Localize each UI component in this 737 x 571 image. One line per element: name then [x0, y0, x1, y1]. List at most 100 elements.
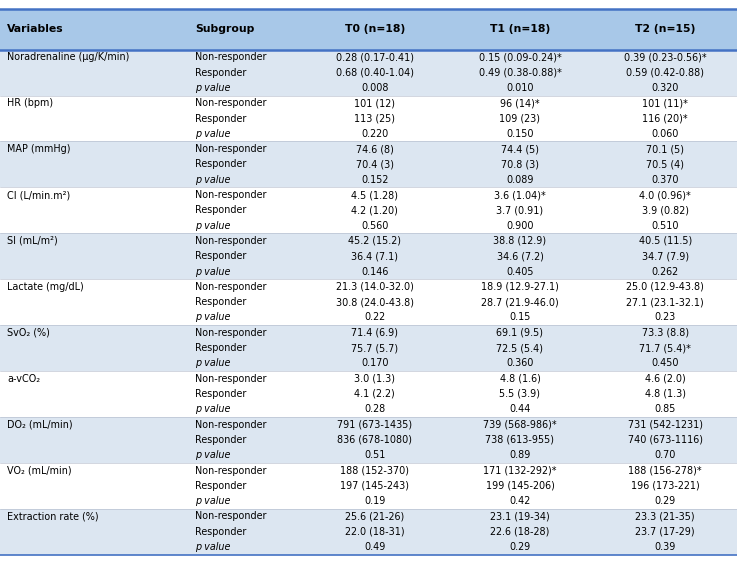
Text: 199 (145-206): 199 (145-206) [486, 481, 554, 491]
Text: 75.7 (5.7): 75.7 (5.7) [352, 343, 398, 353]
Text: 18.9 (12.9-27.1): 18.9 (12.9-27.1) [481, 282, 559, 292]
Text: 0.70: 0.70 [654, 450, 676, 460]
Text: p value: p value [195, 220, 231, 231]
Bar [0, 417, 737, 432]
Text: 4.8 (1.3): 4.8 (1.3) [645, 389, 685, 399]
Bar [0, 432, 737, 448]
Text: 101 (11)*: 101 (11)* [642, 98, 688, 108]
Text: 0.405: 0.405 [506, 267, 534, 276]
Text: 25.6 (21-26): 25.6 (21-26) [345, 512, 405, 521]
Text: 791 (673-1435): 791 (673-1435) [338, 420, 412, 429]
Bar [0, 9, 737, 50]
Bar [0, 234, 737, 248]
Text: 0.010: 0.010 [506, 83, 534, 93]
Bar [0, 448, 737, 463]
Text: 0.360: 0.360 [506, 359, 534, 368]
Bar [0, 111, 737, 126]
Text: Responder: Responder [195, 206, 247, 215]
Text: 0.44: 0.44 [509, 404, 531, 415]
Text: 3.9 (0.82): 3.9 (0.82) [642, 206, 688, 215]
Text: a-vCO₂: a-vCO₂ [7, 373, 41, 384]
Text: Responder: Responder [195, 114, 247, 123]
Bar [0, 478, 737, 493]
Text: Extraction rate (%): Extraction rate (%) [7, 512, 99, 521]
Text: Variables: Variables [7, 24, 64, 34]
Text: Non-responder: Non-responder [195, 420, 267, 429]
Text: VO₂ (mL/min): VO₂ (mL/min) [7, 465, 72, 476]
Text: 0.59 (0.42-0.88): 0.59 (0.42-0.88) [626, 67, 704, 78]
Text: 0.22: 0.22 [364, 312, 385, 323]
Text: 30.8 (24.0-43.8): 30.8 (24.0-43.8) [336, 297, 413, 307]
Text: Responder: Responder [195, 389, 247, 399]
Text: 0.170: 0.170 [361, 359, 388, 368]
Text: 188 (152-370): 188 (152-370) [340, 465, 409, 476]
Text: 22.0 (18-31): 22.0 (18-31) [345, 526, 405, 537]
Text: 3.0 (1.3): 3.0 (1.3) [354, 373, 395, 384]
Text: 0.89: 0.89 [509, 450, 531, 460]
Text: p value: p value [195, 404, 231, 415]
Text: 3.7 (0.91): 3.7 (0.91) [497, 206, 543, 215]
Text: 0.39: 0.39 [654, 542, 676, 552]
Text: 36.4 (7.1): 36.4 (7.1) [352, 251, 398, 262]
Text: 0.320: 0.320 [652, 83, 679, 93]
Text: 0.68 (0.40-1.04): 0.68 (0.40-1.04) [336, 67, 413, 78]
Text: 188 (156-278)*: 188 (156-278)* [629, 465, 702, 476]
Bar [0, 81, 737, 95]
Bar [0, 142, 737, 157]
Bar [0, 509, 737, 524]
Text: Noradrenaline (μg/K/min): Noradrenaline (μg/K/min) [7, 53, 130, 62]
Text: 0.49 (0.38-0.88)*: 0.49 (0.38-0.88)* [478, 67, 562, 78]
Text: 0.29: 0.29 [654, 496, 676, 506]
Text: 74.6 (8): 74.6 (8) [356, 144, 394, 154]
Text: Non-responder: Non-responder [195, 328, 267, 338]
Text: Responder: Responder [195, 297, 247, 307]
Bar [0, 187, 737, 203]
Text: 38.8 (12.9): 38.8 (12.9) [493, 236, 547, 246]
Text: 4.1 (2.2): 4.1 (2.2) [354, 389, 395, 399]
Bar [0, 203, 737, 218]
Bar [0, 172, 737, 187]
Text: 70.4 (3): 70.4 (3) [356, 159, 394, 170]
Text: Responder: Responder [195, 526, 247, 537]
Text: T0 (n=18): T0 (n=18) [345, 24, 405, 34]
Text: 0.49: 0.49 [364, 542, 385, 552]
Bar [0, 325, 737, 340]
Text: 836 (678-1080): 836 (678-1080) [338, 435, 412, 445]
Text: 70.1 (5): 70.1 (5) [646, 144, 684, 154]
Text: Responder: Responder [195, 435, 247, 445]
Text: p value: p value [195, 496, 231, 506]
Bar [0, 95, 737, 111]
Text: 0.450: 0.450 [652, 359, 679, 368]
Text: 23.1 (19-34): 23.1 (19-34) [490, 512, 550, 521]
Text: p value: p value [195, 450, 231, 460]
Bar [0, 65, 737, 81]
Text: 113 (25): 113 (25) [354, 114, 395, 123]
Bar [0, 279, 737, 295]
Text: 0.150: 0.150 [506, 129, 534, 139]
Text: 74.4 (5): 74.4 (5) [501, 144, 539, 154]
Text: 23.3 (21-35): 23.3 (21-35) [635, 512, 695, 521]
Bar [0, 157, 737, 172]
Text: Responder: Responder [195, 343, 247, 353]
Text: Non-responder: Non-responder [195, 53, 267, 62]
Text: 731 (542-1231): 731 (542-1231) [628, 420, 702, 429]
Text: 109 (23): 109 (23) [500, 114, 540, 123]
Text: Responder: Responder [195, 159, 247, 170]
Text: p value: p value [195, 175, 231, 185]
Text: 0.51: 0.51 [364, 450, 385, 460]
Text: 70.8 (3): 70.8 (3) [501, 159, 539, 170]
Text: 0.28 (0.17-0.41): 0.28 (0.17-0.41) [336, 53, 413, 62]
Text: HR (bpm): HR (bpm) [7, 98, 54, 108]
Text: 69.1 (9.5): 69.1 (9.5) [497, 328, 543, 338]
Bar [0, 371, 737, 387]
Text: 0.060: 0.060 [652, 129, 679, 139]
Text: 739 (568-986)*: 739 (568-986)* [483, 420, 556, 429]
Text: Non-responder: Non-responder [195, 373, 267, 384]
Text: 116 (20)*: 116 (20)* [643, 114, 688, 123]
Text: 73.3 (8.8): 73.3 (8.8) [642, 328, 688, 338]
Text: 0.152: 0.152 [361, 175, 388, 185]
Text: 34.6 (7.2): 34.6 (7.2) [497, 251, 543, 262]
Text: SI (mL/m²): SI (mL/m²) [7, 236, 58, 246]
Bar [0, 387, 737, 401]
Text: 0.262: 0.262 [652, 267, 679, 276]
